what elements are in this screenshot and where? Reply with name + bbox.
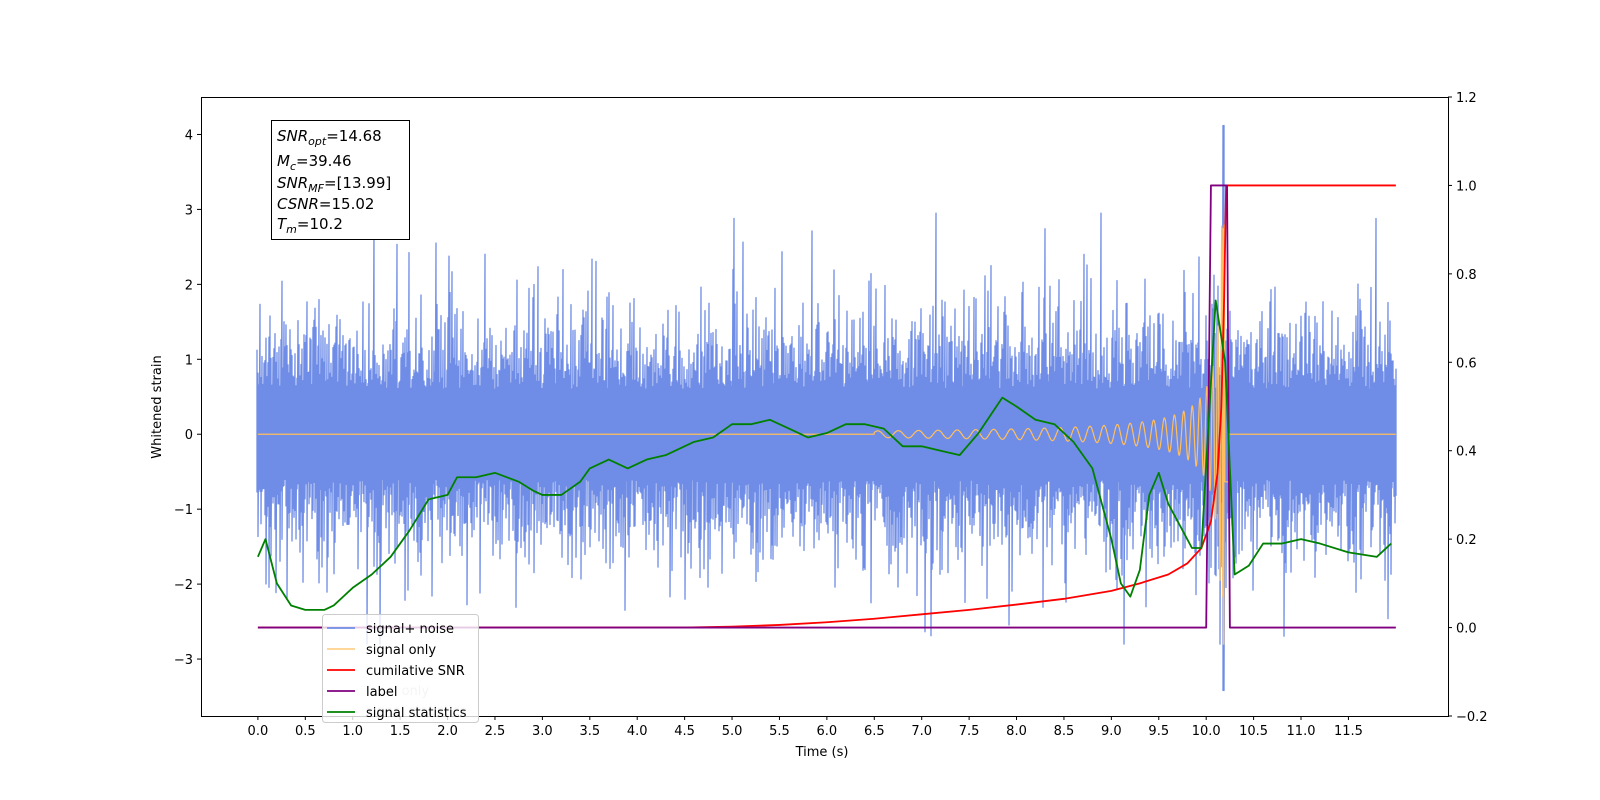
legend-label: signal+ noise <box>366 622 454 637</box>
x-tick-label: 6.5 <box>864 724 885 739</box>
y2-tick-label: 0.8 <box>1456 268 1477 283</box>
x-tick-label: 9.0 <box>1101 724 1122 739</box>
legend-label: cumilative SNR <box>366 664 465 679</box>
y-tick-label: −2 <box>174 578 193 593</box>
y2-tick-label: 0.6 <box>1456 356 1477 371</box>
annotation-symbol: SNR <box>277 174 308 192</box>
x-tick-label: 8.0 <box>1006 724 1027 739</box>
series-cumulative-snr <box>257 184 1396 629</box>
y-tick-label: −3 <box>174 653 193 668</box>
legend: label onlysignal statisticssignal+ noise… <box>322 614 479 723</box>
x-tick-label: 10.5 <box>1239 724 1268 739</box>
y-tick-label: 4 <box>185 128 193 143</box>
signal-only-line <box>257 224 1396 645</box>
annotation-line: Tm=10.2 <box>277 215 343 236</box>
x-tick-label: 11.5 <box>1334 724 1363 739</box>
x-tick-label: 6.0 <box>817 724 838 739</box>
x-tick-label: 2.0 <box>437 724 458 739</box>
annotation-subscript: m <box>286 223 297 236</box>
annotation-subscript: c <box>290 160 296 173</box>
annotation-value: =10.2 <box>297 215 343 233</box>
annotation-subscript: MF <box>308 182 324 195</box>
annotation-value: =[13.99] <box>324 174 391 192</box>
plot-area <box>256 124 1397 692</box>
y-axis: 4 3 2 1 0 −1 −2 −3 <box>174 128 201 668</box>
annotation-symbol: M <box>277 152 290 170</box>
annotation-value: =15.02 <box>319 195 375 213</box>
x-tick-label: 1.0 <box>342 724 363 739</box>
x-tick-label: 3.5 <box>579 724 600 739</box>
label-line <box>257 184 1396 629</box>
y-tick-label: −1 <box>174 503 193 518</box>
x-tick-label: 0.0 <box>248 724 269 739</box>
y2-tick-label: 0.0 <box>1456 622 1477 637</box>
y-tick-label: 2 <box>185 278 193 293</box>
annotation-box: SNRopt=14.68Mc=39.46SNRMF=[13.99]CSNR=15… <box>271 120 410 240</box>
x-axis: 0.0 0.5 1.0 1.5 2.0 2.5 3.0 3.5 4.0 4.5 5.0 5.5 6.0 6… <box>248 716 1363 739</box>
legend-frame <box>322 614 479 723</box>
x-tick-label: 4.0 <box>627 724 648 739</box>
legend-label: signal only <box>366 643 436 658</box>
series-label <box>257 184 1396 629</box>
y2-tick-label: 1.2 <box>1456 91 1477 106</box>
y-tick-label: 0 <box>185 428 193 443</box>
x-tick-label: 0.5 <box>295 724 316 739</box>
x-tick-label: 10.0 <box>1192 724 1221 739</box>
signal-noise-line <box>256 124 1397 692</box>
x-tick-label: 4.5 <box>674 724 695 739</box>
y-tick-label: 3 <box>185 203 193 218</box>
x-tick-label: 11.0 <box>1287 724 1316 739</box>
y2-tick-label: −0.2 <box>1456 710 1488 725</box>
annotation-line: CSNR=15.02 <box>277 195 374 213</box>
x-tick-label: 5.0 <box>722 724 743 739</box>
annotation-subscript: opt <box>308 135 327 148</box>
annotation-line: Mc=39.46 <box>277 152 352 173</box>
x-tick-label: 7.5 <box>959 724 980 739</box>
annotation-symbol: SNR <box>277 127 308 145</box>
series-signal-statistics <box>257 299 1392 611</box>
legend-label: signal statistics <box>366 706 467 721</box>
signal-statistics-line <box>257 299 1392 611</box>
x-tick-label: 9.5 <box>1148 724 1169 739</box>
x-tick-label: 7.0 <box>911 724 932 739</box>
cumulative-snr-line <box>257 184 1396 629</box>
annotation-symbol: T <box>277 215 288 233</box>
series-signal-noise <box>256 124 1397 692</box>
y2-axis: 1.2 1.0 0.8 0.6 0.4 0.2 0.0 −0.2 <box>1448 91 1488 725</box>
annotation-value: =14.68 <box>326 127 382 145</box>
plot-frame <box>201 97 1449 717</box>
x-tick-label: 8.5 <box>1054 724 1075 739</box>
x-tick-label: 3.0 <box>532 724 553 739</box>
annotation-frame <box>271 120 410 240</box>
annotation-symbol: CSNR <box>277 195 319 213</box>
annotation-line: SNRopt=14.68 <box>277 127 382 148</box>
y2-tick-label: 1.0 <box>1456 179 1477 194</box>
legend-label: label <box>366 685 397 700</box>
x-tick-label: 5.5 <box>769 724 790 739</box>
y2-tick-label: 0.4 <box>1456 445 1477 460</box>
y2-tick-label: 0.2 <box>1456 533 1477 548</box>
x-axis-label: Time (s) <box>795 745 849 760</box>
x-tick-label: 1.5 <box>390 724 411 739</box>
annotation-line: SNRMF=[13.99] <box>277 174 391 195</box>
y-tick-label: 1 <box>185 353 193 368</box>
x-tick-label: 2.5 <box>485 724 506 739</box>
series-signal-only <box>257 224 1396 645</box>
annotation-value: =39.46 <box>296 152 352 170</box>
y-axis-label: Whitened strain <box>150 355 165 458</box>
